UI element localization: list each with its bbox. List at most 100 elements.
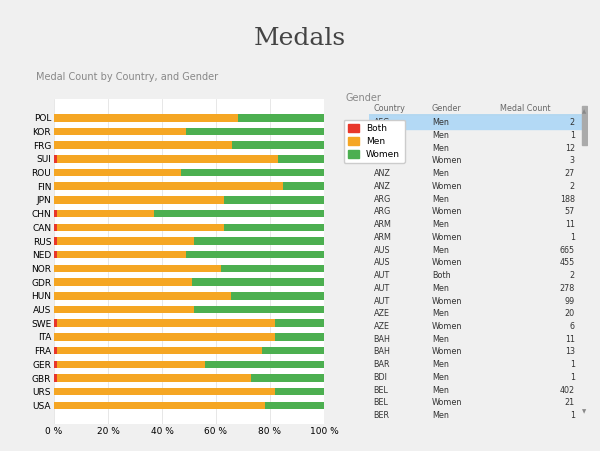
Text: 6: 6	[570, 322, 575, 331]
Bar	[54, 388, 275, 396]
Bar	[57, 347, 262, 354]
Bar	[231, 292, 324, 299]
Bar	[251, 374, 324, 382]
Bar	[275, 319, 324, 327]
Text: 1: 1	[570, 233, 575, 242]
Text: BEL: BEL	[374, 398, 388, 407]
Text: Women: Women	[432, 233, 462, 242]
Bar	[54, 196, 224, 204]
FancyBboxPatch shape	[369, 116, 582, 129]
Text: 21: 21	[565, 398, 575, 407]
Text: 2: 2	[570, 271, 575, 280]
Bar	[54, 183, 283, 190]
Text: Women: Women	[432, 347, 462, 356]
Text: ▼: ▼	[582, 409, 587, 414]
Text: Medal Count: Medal Count	[500, 104, 550, 113]
Text: Women: Women	[432, 207, 462, 216]
Bar	[54, 347, 57, 354]
Bar	[54, 374, 57, 382]
Text: BAH: BAH	[374, 335, 391, 344]
Text: 12: 12	[565, 144, 575, 153]
Bar	[54, 402, 265, 409]
Text: AZE: AZE	[374, 309, 389, 318]
Bar	[57, 319, 275, 327]
Text: ARM: ARM	[374, 233, 391, 242]
Text: 188: 188	[560, 195, 575, 204]
Bar	[54, 265, 221, 272]
Text: 2: 2	[570, 118, 575, 127]
Bar	[192, 278, 324, 286]
Bar	[57, 155, 278, 163]
Text: BEL: BEL	[374, 386, 388, 395]
Bar	[57, 251, 187, 258]
Text: Women: Women	[432, 398, 462, 407]
Text: Men: Men	[432, 118, 449, 127]
Text: Men: Men	[432, 195, 449, 204]
Bar	[194, 237, 324, 245]
Bar	[581, 106, 587, 145]
Bar	[194, 306, 324, 313]
Bar	[57, 360, 205, 368]
Text: Men: Men	[432, 284, 449, 293]
Bar	[54, 333, 275, 341]
Text: AZE: AZE	[374, 322, 389, 331]
Text: 1: 1	[570, 411, 575, 420]
Bar	[54, 224, 57, 231]
Bar	[238, 114, 324, 121]
Text: Men: Men	[432, 131, 449, 140]
Text: Men: Men	[432, 309, 449, 318]
Text: AUS: AUS	[374, 258, 390, 267]
Text: 3: 3	[570, 156, 575, 166]
Text: ARG: ARG	[374, 195, 391, 204]
Text: Gender: Gender	[432, 104, 461, 113]
Text: ARM: ARM	[374, 220, 391, 229]
Bar	[57, 374, 251, 382]
Bar	[224, 196, 324, 204]
Bar	[54, 237, 57, 245]
Bar	[54, 319, 57, 327]
Text: 57: 57	[565, 207, 575, 216]
Text: ALG: ALG	[374, 144, 390, 153]
Bar	[224, 224, 324, 231]
Text: 402: 402	[560, 386, 575, 395]
Bar	[54, 360, 57, 368]
Bar	[54, 292, 231, 299]
Text: Men: Men	[432, 360, 449, 369]
Text: 665: 665	[560, 246, 575, 255]
Text: 11: 11	[565, 335, 575, 344]
Bar	[187, 128, 324, 135]
Bar	[187, 251, 324, 258]
Text: 11: 11	[565, 220, 575, 229]
Text: Men: Men	[432, 373, 449, 382]
Text: Women: Women	[432, 258, 462, 267]
Bar	[54, 169, 181, 176]
Text: 1: 1	[570, 360, 575, 369]
Text: ▲: ▲	[582, 109, 587, 114]
Text: 20: 20	[565, 309, 575, 318]
Text: 13: 13	[565, 347, 575, 356]
Bar	[265, 402, 324, 409]
Text: ALG: ALG	[374, 156, 390, 166]
Text: AFG: AFG	[374, 118, 390, 127]
Text: 278: 278	[560, 284, 575, 293]
Bar	[154, 210, 324, 217]
Bar	[54, 155, 57, 163]
Text: Women: Women	[432, 182, 462, 191]
Text: Men: Men	[432, 386, 449, 395]
Text: 455: 455	[560, 258, 575, 267]
Text: Gender: Gender	[345, 93, 381, 103]
Text: AUT: AUT	[374, 284, 390, 293]
Text: Medal Count by Country, and Gender: Medal Count by Country, and Gender	[36, 72, 218, 82]
Bar	[275, 388, 324, 396]
Bar	[205, 360, 324, 368]
Bar	[275, 333, 324, 341]
Bar	[54, 128, 187, 135]
Text: AUS: AUS	[374, 246, 390, 255]
Bar	[54, 210, 57, 217]
Bar	[283, 183, 324, 190]
Legend: Both, Men, Women: Both, Men, Women	[344, 120, 404, 163]
Bar	[221, 265, 324, 272]
Text: Both: Both	[432, 271, 451, 280]
Text: Men: Men	[432, 169, 449, 178]
Text: Men: Men	[432, 411, 449, 420]
